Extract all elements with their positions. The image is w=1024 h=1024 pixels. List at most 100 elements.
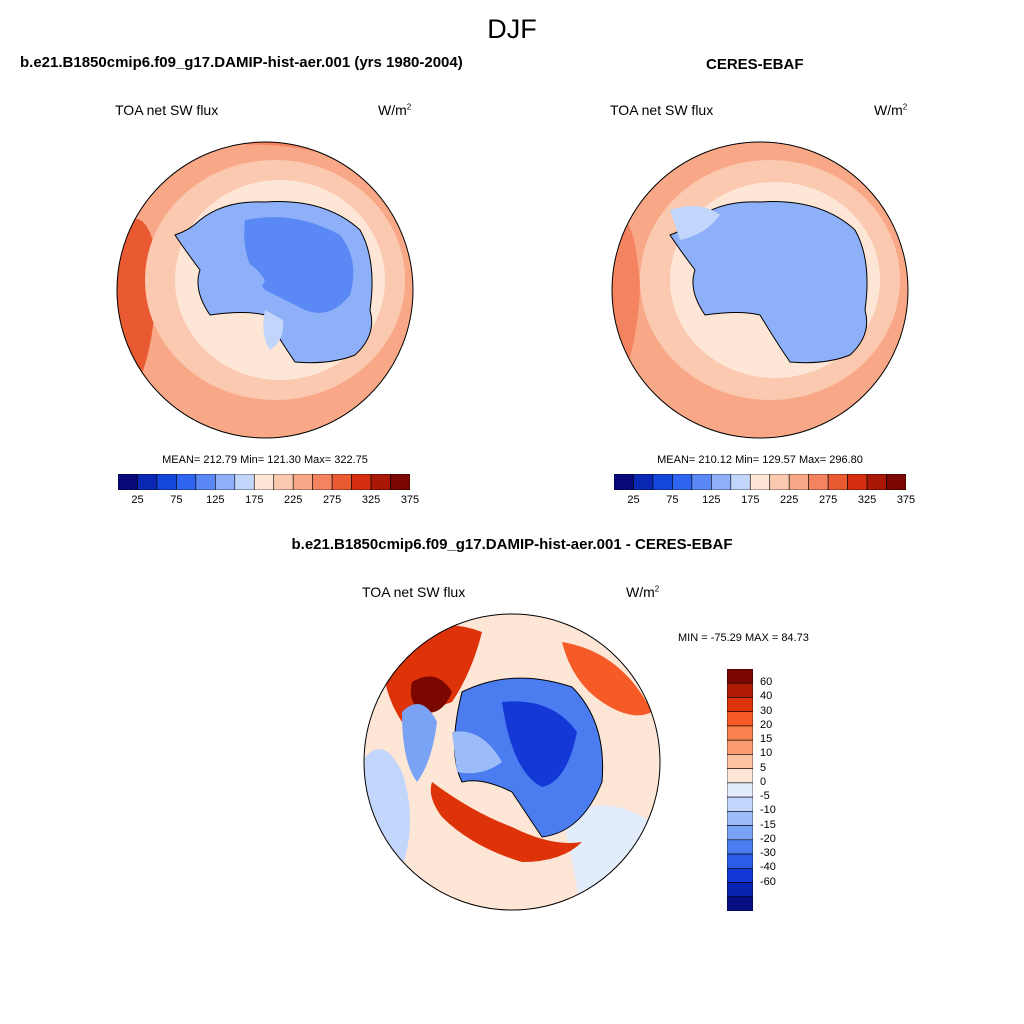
panel-2-title: CERES-EBAF xyxy=(706,56,804,73)
colorbar-tick-label: 275 xyxy=(818,494,838,506)
colorbar-swatch xyxy=(847,474,868,490)
colorbar-tick-label: 175 xyxy=(245,494,264,506)
panel-2-stats: MEAN= 210.12 Min= 129.57 Max= 296.80 xyxy=(657,454,863,466)
colorbar-swatch xyxy=(292,474,313,490)
colorbar-tick-label: 125 xyxy=(206,494,225,506)
colorbar-tick-label: -30 xyxy=(760,847,776,860)
colorbar-swatch xyxy=(691,474,712,490)
colorbar-swatch xyxy=(234,474,255,490)
colorbar-swatch xyxy=(730,474,751,490)
colorbar-swatch xyxy=(749,474,771,490)
panel-2-colorbar xyxy=(614,474,906,490)
colorbar-tick-label: -10 xyxy=(760,804,776,817)
panel-1-colorbar xyxy=(118,474,410,490)
colorbar-swatch xyxy=(652,474,673,490)
colorbar-swatch xyxy=(769,474,790,490)
colorbar-swatch xyxy=(727,768,753,784)
colorbar-swatch xyxy=(614,474,634,490)
colorbar-swatch xyxy=(390,474,410,490)
diff-panel-minmax: MIN = -75.29 MAX = 84.73 xyxy=(678,632,809,644)
colorbar-tick-label: 75 xyxy=(170,494,183,506)
colorbar-swatch xyxy=(727,839,753,855)
colorbar-swatch xyxy=(727,882,753,898)
colorbar-tick-label: -5 xyxy=(760,790,770,803)
colorbar-swatch xyxy=(727,867,753,883)
colorbar-tick-label: 10 xyxy=(760,747,773,760)
colorbar-tick-label: 25 xyxy=(627,494,640,506)
diff-panel-units: W/m2 xyxy=(626,584,660,600)
colorbar-swatch xyxy=(312,474,333,490)
colorbar-swatch xyxy=(727,811,753,826)
colorbar-swatch xyxy=(727,739,753,755)
colorbar-tick-label: 20 xyxy=(760,718,773,731)
colorbar-tick-label: 75 xyxy=(666,494,679,506)
diff-panel-field-label: TOA net SW flux xyxy=(362,584,466,600)
panel-2-map xyxy=(611,141,909,439)
colorbar-tick-label: 225 xyxy=(780,494,799,506)
colorbar-swatch xyxy=(137,474,158,490)
colorbar-swatch xyxy=(808,474,829,490)
colorbar-swatch xyxy=(727,825,753,841)
colorbar-tick-label: 275 xyxy=(322,494,342,506)
colorbar-swatch xyxy=(727,896,753,911)
colorbar-swatch xyxy=(727,796,753,812)
colorbar-tick-label: 30 xyxy=(760,704,773,717)
colorbar-swatch xyxy=(727,682,753,698)
colorbar-swatch xyxy=(253,474,275,490)
panel-2-field-label: TOA net SW flux xyxy=(610,102,714,118)
colorbar-tick-label: 25 xyxy=(131,494,144,506)
colorbar-tick-label: 125 xyxy=(702,494,721,506)
colorbar-swatch xyxy=(156,474,177,490)
colorbar-tick-label: -40 xyxy=(760,861,776,874)
colorbar-swatch xyxy=(788,474,809,490)
colorbar-swatch xyxy=(215,474,236,490)
panel-1-field-label: TOA net SW flux xyxy=(115,102,219,118)
colorbar-swatch xyxy=(727,711,753,727)
colorbar-swatch xyxy=(195,474,216,490)
colorbar-swatch xyxy=(727,754,753,769)
colorbar-swatch xyxy=(273,474,294,490)
colorbar-tick-label: 5 xyxy=(760,761,767,774)
colorbar-swatch xyxy=(370,474,391,490)
colorbar-swatch xyxy=(711,474,732,490)
colorbar-swatch xyxy=(727,697,753,713)
colorbar-swatch xyxy=(866,474,887,490)
colorbar-swatch xyxy=(176,474,197,490)
colorbar-swatch xyxy=(727,782,753,798)
colorbar-swatch xyxy=(727,669,753,684)
colorbar-tick-label: 375 xyxy=(400,494,420,506)
figure-title: DJF xyxy=(487,14,537,44)
panel-1-stats: MEAN= 212.79 Min= 121.30 Max= 322.75 xyxy=(162,454,368,466)
colorbar-swatch xyxy=(886,474,906,490)
diff-colorbar xyxy=(727,669,753,911)
diff-colorbar-ticks: 60 40 30 20 15 10 5 0 -5 -10 -15 -20 -30 -40 -60 xyxy=(760,669,800,911)
panel-2-units: W/m2 xyxy=(874,102,908,118)
colorbar-swatch xyxy=(331,474,352,490)
colorbar-tick-label: 325 xyxy=(857,494,877,506)
panel-1-title: b.e21.B1850cmip6.f09_g17.DAMIP-hist-aer.… xyxy=(20,54,463,71)
colorbar-tick-label: 375 xyxy=(896,494,916,506)
colorbar-tick-label: 175 xyxy=(741,494,760,506)
colorbar-tick-label: 40 xyxy=(760,690,773,703)
colorbar-tick-label: 60 xyxy=(760,676,773,689)
colorbar-swatch xyxy=(118,474,138,490)
colorbar-swatch xyxy=(727,725,753,741)
colorbar-tick-label: 325 xyxy=(361,494,381,506)
colorbar-tick-label: -60 xyxy=(760,875,776,888)
panel-2-colorbar-ticks: 25 75 125 175 225 275 325 375 xyxy=(614,494,915,508)
colorbar-tick-label: -15 xyxy=(760,818,776,831)
colorbar-tick-label: -20 xyxy=(760,832,776,845)
panel-1-map xyxy=(116,141,414,439)
colorbar-swatch xyxy=(633,474,654,490)
colorbar-swatch xyxy=(351,474,372,490)
diff-panel-map xyxy=(363,613,661,911)
colorbar-swatch xyxy=(672,474,693,490)
colorbar-tick-label: 0 xyxy=(760,775,767,788)
panel-1-units: W/m2 xyxy=(378,102,412,118)
colorbar-tick-label: 225 xyxy=(284,494,303,506)
colorbar-tick-label: 15 xyxy=(760,733,773,746)
diff-panel-title: b.e21.B1850cmip6.f09_g17.DAMIP-hist-aer.… xyxy=(291,536,733,553)
colorbar-swatch xyxy=(727,853,753,869)
panel-1-colorbar-ticks: 25 75 125 175 225 275 325 375 xyxy=(118,494,419,508)
colorbar-swatch xyxy=(827,474,848,490)
